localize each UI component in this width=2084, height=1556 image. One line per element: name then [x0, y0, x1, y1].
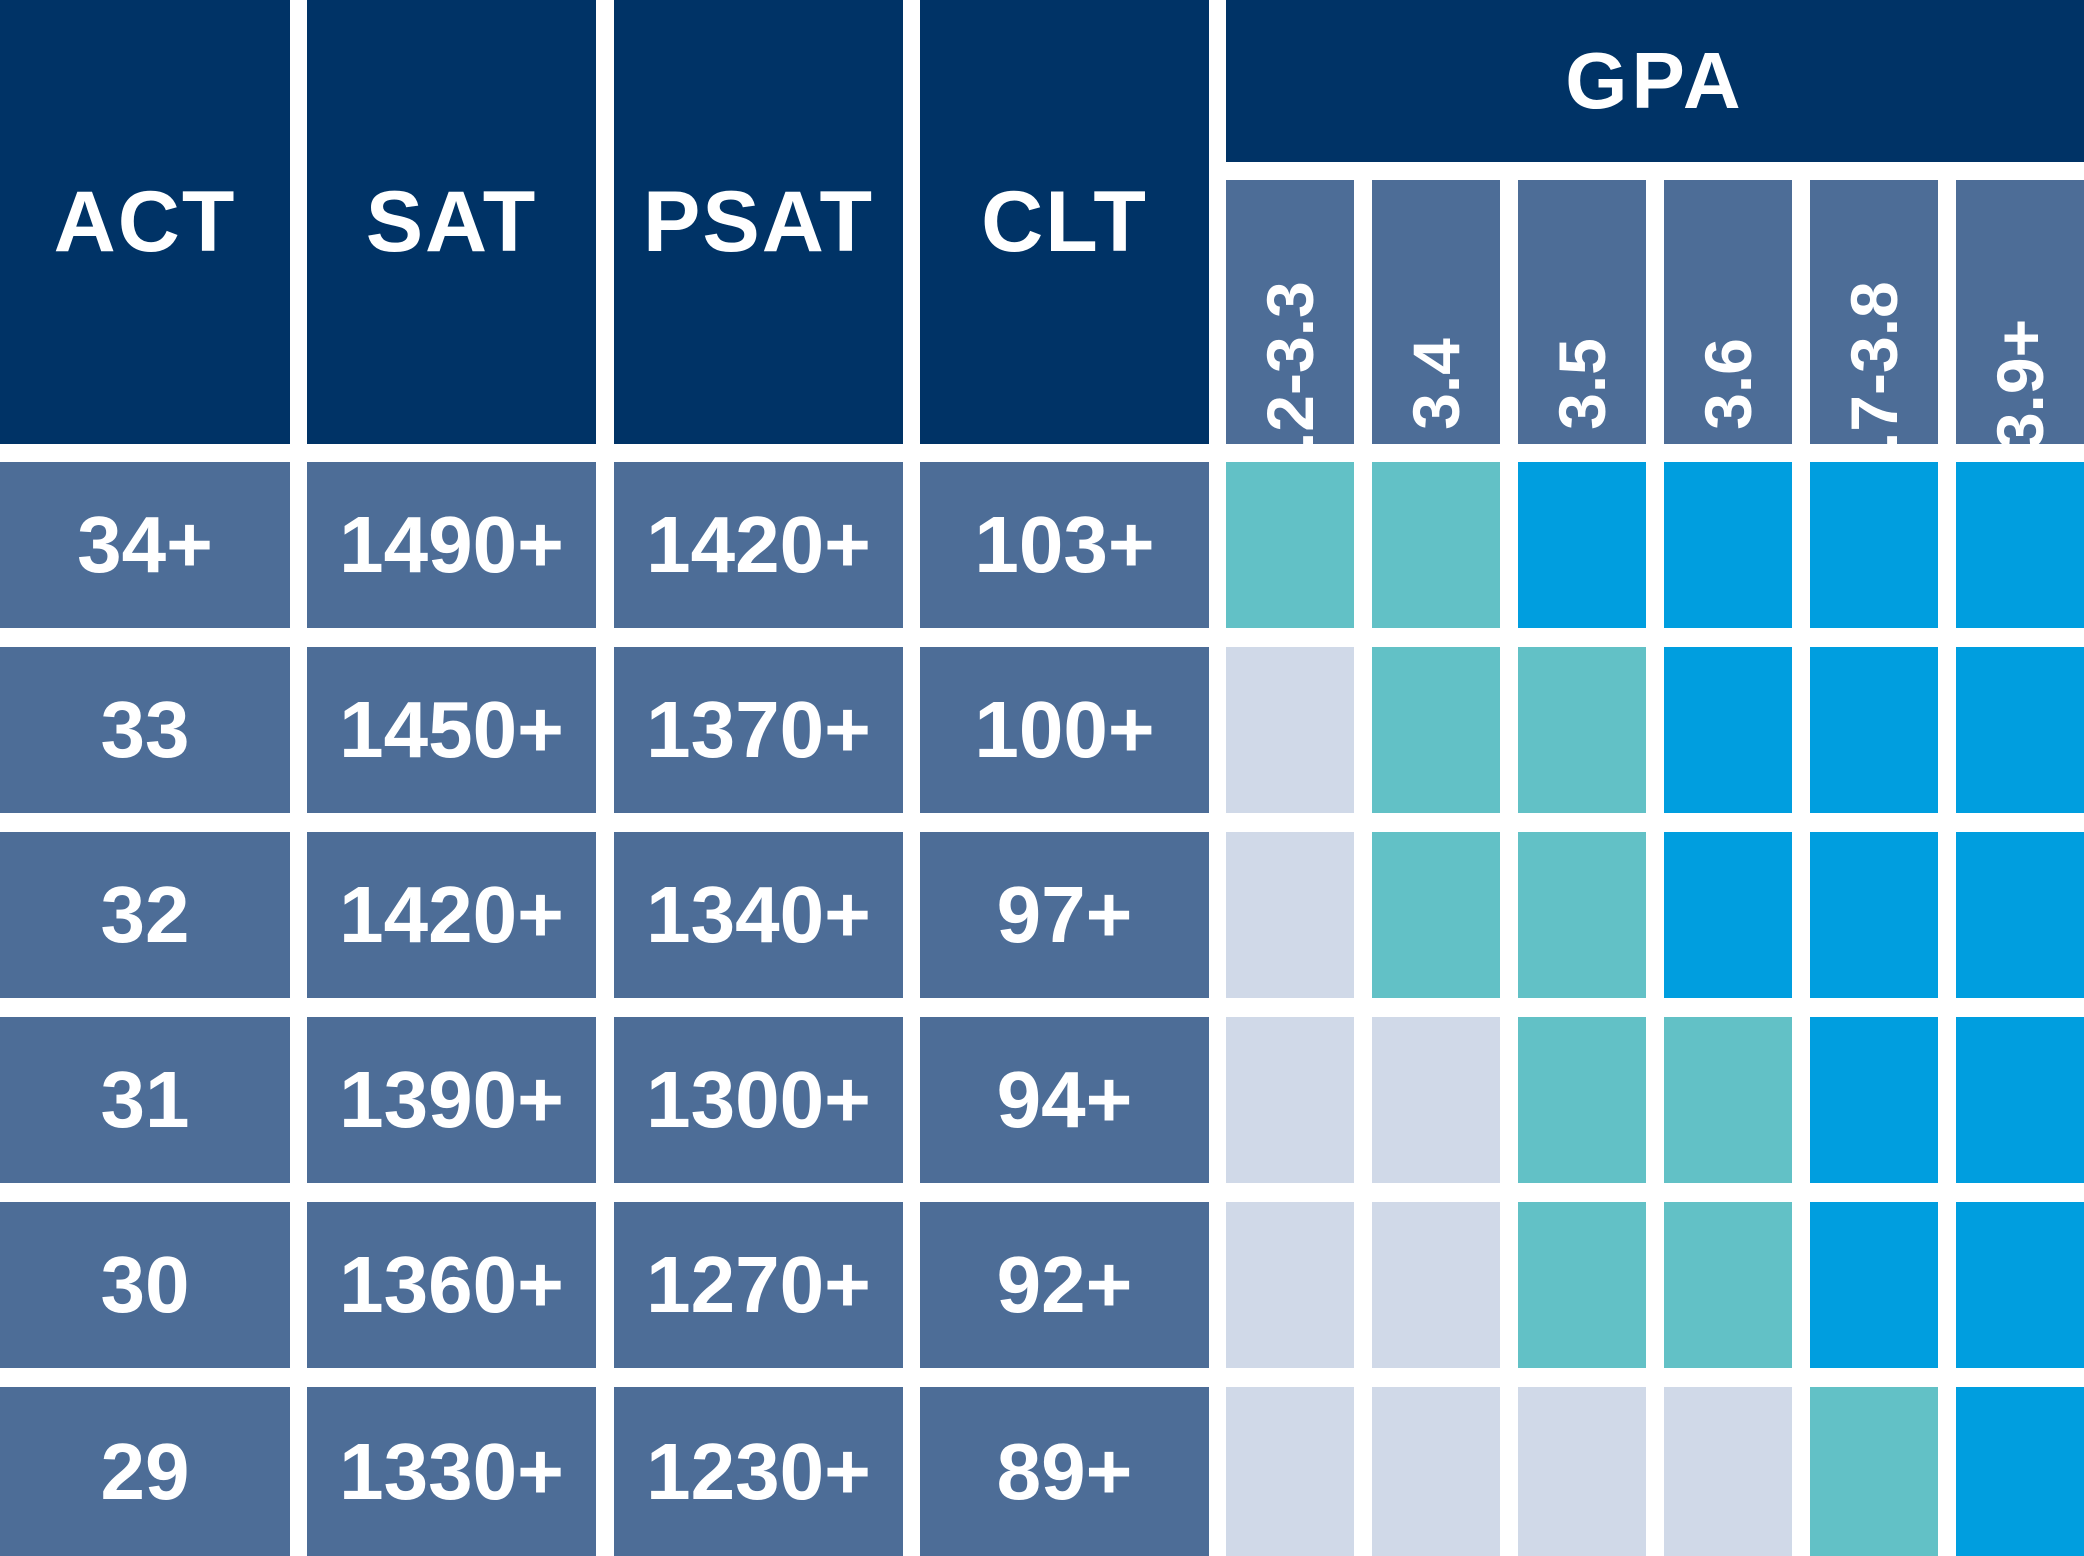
- heatmap-cell: [1518, 832, 1646, 998]
- heatmap-cell: [1372, 462, 1500, 628]
- heatmap-cell: [1810, 647, 1938, 813]
- header-clt: CLT: [920, 0, 1209, 444]
- gpa-column-header: 3.2-3.3: [1226, 180, 1354, 487]
- heatmap-cell: [1956, 832, 2084, 998]
- psat-score-cell: 1230+: [614, 1387, 903, 1556]
- sat-score-cell: 1490+: [307, 462, 596, 628]
- heatmap-cell: [1372, 1202, 1500, 1368]
- clt-score-cell: 94+: [920, 1017, 1209, 1183]
- gpa-column-label: 3.6: [1691, 338, 1765, 430]
- heatmap-cell: [1664, 647, 1792, 813]
- act-score-cell: 33: [0, 647, 290, 813]
- gpa-column-header: 3.7-3.8: [1810, 180, 1938, 487]
- heatmap-cell: [1956, 1017, 2084, 1183]
- heatmap-cell: [1810, 1017, 1938, 1183]
- heatmap-cell: [1518, 647, 1646, 813]
- heatmap-cell: [1372, 1387, 1500, 1556]
- psat-score-cell: 1270+: [614, 1202, 903, 1368]
- heatmap-cell: [1664, 832, 1792, 998]
- heatmap-cell: [1810, 462, 1938, 628]
- act-score-cell: 29: [0, 1387, 290, 1556]
- heatmap-cell: [1226, 462, 1354, 628]
- heatmap-cell: [1226, 1202, 1354, 1368]
- clt-score-cell: 103+: [920, 462, 1209, 628]
- clt-score-cell: 92+: [920, 1202, 1209, 1368]
- sat-score-cell: 1420+: [307, 832, 596, 998]
- gpa-column-label: 3.5: [1545, 338, 1619, 430]
- psat-score-cell: 1420+: [614, 462, 903, 628]
- gpa-column-label: 3.9+: [1983, 318, 2057, 450]
- header-sat: SAT: [307, 0, 596, 444]
- sat-score-cell: 1390+: [307, 1017, 596, 1183]
- heatmap-cell: [1664, 1017, 1792, 1183]
- act-score-cell: 34+: [0, 462, 290, 628]
- gpa-column-label: 3.7-3.8: [1837, 281, 1911, 487]
- clt-score-cell: 100+: [920, 647, 1209, 813]
- gpa-column-label: 3.4: [1399, 338, 1473, 430]
- heatmap-cell: [1956, 462, 2084, 628]
- heatmap-cell: [1518, 1202, 1646, 1368]
- heatmap-cell: [1956, 1202, 2084, 1368]
- heatmap-cell: [1518, 1017, 1646, 1183]
- heatmap-cell: [1956, 1387, 2084, 1556]
- header-psat: PSAT: [614, 0, 903, 444]
- act-score-cell: 30: [0, 1202, 290, 1368]
- act-score-cell: 31: [0, 1017, 290, 1183]
- psat-score-cell: 1340+: [614, 832, 903, 998]
- heatmap-cell: [1226, 1387, 1354, 1556]
- gpa-column-header: 3.4: [1372, 180, 1500, 444]
- act-score-cell: 32: [0, 832, 290, 998]
- heatmap-cell: [1226, 832, 1354, 998]
- clt-score-cell: 97+: [920, 832, 1209, 998]
- gpa-column-header: 3.9+: [1956, 180, 2084, 449]
- heatmap-cell: [1664, 1202, 1792, 1368]
- gpa-column-header: 3.5: [1518, 180, 1646, 444]
- heatmap-cell: [1518, 462, 1646, 628]
- header-gpa: GPA: [1226, 0, 2084, 162]
- heatmap-cell: [1372, 1017, 1500, 1183]
- heatmap-cell: [1956, 647, 2084, 813]
- sat-score-cell: 1360+: [307, 1202, 596, 1368]
- psat-score-cell: 1300+: [614, 1017, 903, 1183]
- heatmap-cell: [1372, 647, 1500, 813]
- heatmap-cell: [1226, 647, 1354, 813]
- heatmap-cell: [1810, 1387, 1938, 1556]
- heatmap-cell: [1226, 1017, 1354, 1183]
- sat-score-cell: 1450+: [307, 647, 596, 813]
- gpa-column-header: 3.6: [1664, 180, 1792, 444]
- heatmap-cell: [1664, 462, 1792, 628]
- sat-score-cell: 1330+: [307, 1387, 596, 1556]
- gpa-column-label: 3.2-3.3: [1253, 281, 1327, 487]
- heatmap-cell: [1664, 1387, 1792, 1556]
- heatmap-cell: [1810, 1202, 1938, 1368]
- heatmap-cell: [1372, 832, 1500, 998]
- header-act: ACT: [0, 0, 290, 444]
- psat-score-cell: 1370+: [614, 647, 903, 813]
- heatmap-cell: [1810, 832, 1938, 998]
- heatmap-cell: [1518, 1387, 1646, 1556]
- clt-score-cell: 89+: [920, 1387, 1209, 1556]
